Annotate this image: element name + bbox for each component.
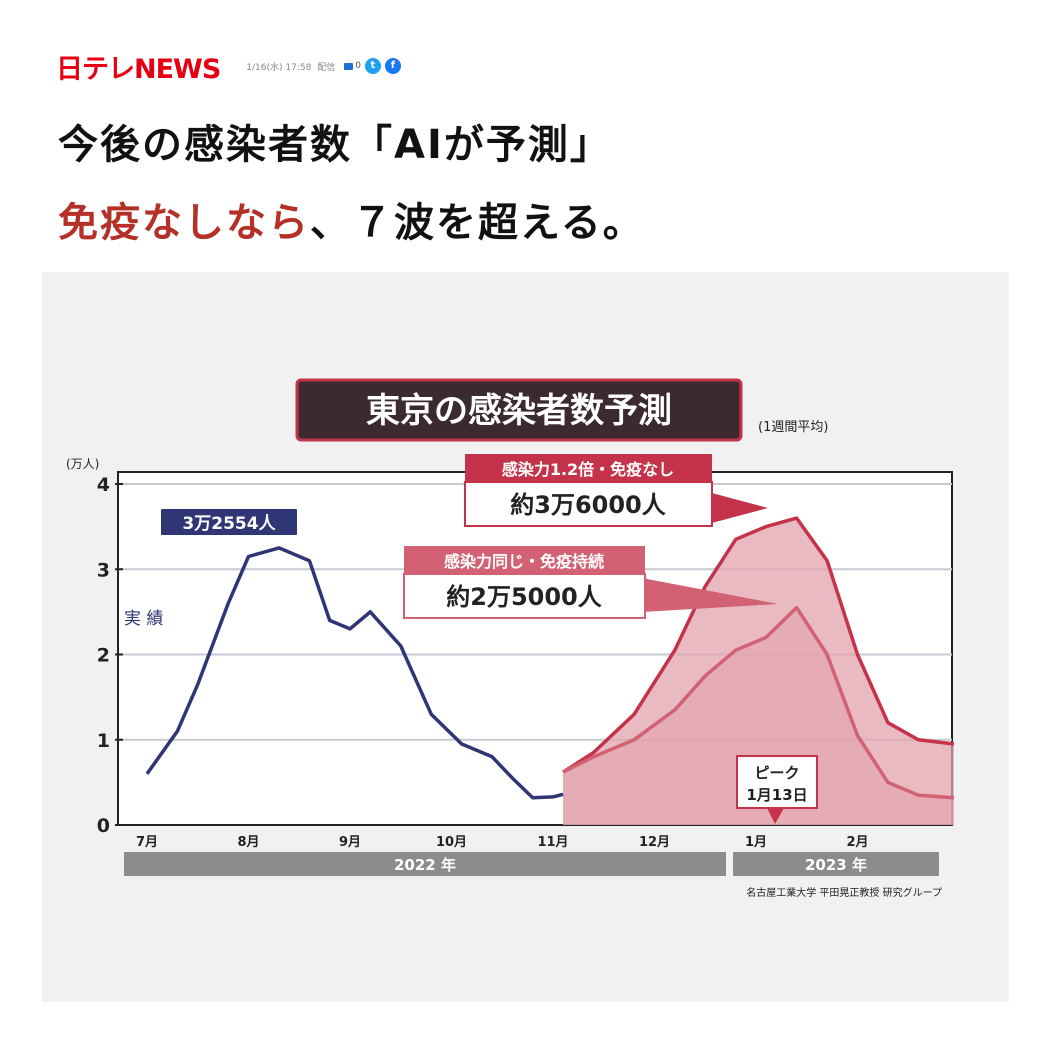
publish-date: 1/16(水) 17:58 bbox=[246, 62, 312, 73]
peak-marker-pointer bbox=[767, 808, 784, 824]
year-band-2022 bbox=[124, 852, 726, 876]
x-tick-label: 1月 bbox=[745, 835, 767, 850]
headline-line-1: 今後の感染者数「AIが予測」 bbox=[58, 122, 612, 168]
series-line-actual bbox=[145, 546, 564, 800]
high-callout-header: 感染力1.2倍・免疫なし bbox=[502, 460, 674, 479]
low-callout-header: 感染力同じ・免疫持続 bbox=[444, 552, 604, 571]
high-callout-value: 約3万6000人 bbox=[510, 491, 666, 519]
actual-series-label: 実 績 bbox=[124, 609, 163, 629]
headline-rest: 、７波を超える。 bbox=[310, 200, 645, 246]
series-line-low bbox=[562, 605, 955, 800]
publish-label: 配信 bbox=[317, 62, 336, 73]
y-tick-label: 2 bbox=[97, 645, 110, 667]
publish-meta: 1/16(水) 17:58 配信 bbox=[246, 60, 338, 73]
high-callout-pointer bbox=[708, 492, 768, 524]
low-callout-value: 約2万5000人 bbox=[446, 583, 602, 611]
forecast-areas bbox=[563, 518, 954, 825]
series-line-high bbox=[562, 516, 955, 774]
x-axis-ticks: 7月 8月 9月 10月 11月 12月 1月 2月 bbox=[136, 835, 869, 850]
low-callout-value-box bbox=[403, 573, 646, 619]
year-band-2023 bbox=[733, 852, 939, 876]
chart-title: 東京の感染者数予測 bbox=[366, 391, 672, 431]
y-tick-label: 3 bbox=[97, 559, 110, 581]
comment-icon bbox=[344, 62, 354, 70]
high-callout-value-box bbox=[464, 481, 713, 527]
series-lines bbox=[145, 516, 955, 800]
comment-count[interactable]: 0 bbox=[344, 61, 361, 71]
headline-highlight: 免疫なしなら bbox=[58, 200, 310, 246]
chart-subtitle: (1週間平均) bbox=[758, 420, 828, 435]
chart-figure: 0 1 2 3 4 7月 8月 9月 10月 11月 12月 1月 2月 (万人) 東京の感染者数予測… bbox=[42, 272, 1009, 1002]
article-header: 日テレNEWS 1/16(水) 17:58 配信 0 t f bbox=[56, 48, 401, 85]
chart-source: 名古屋工業大学 平田晃正教授 研究グループ bbox=[746, 886, 942, 899]
peak-marker-box bbox=[736, 755, 818, 809]
peak-marker-date: 1月13日 bbox=[746, 786, 807, 804]
x-tick-label: 12月 bbox=[639, 835, 670, 850]
high-callout-header-box bbox=[465, 454, 712, 482]
headline-line-2: 免疫なしなら、７波を超える。 bbox=[58, 190, 645, 248]
forecast-low-area bbox=[563, 607, 954, 825]
year-band-2023-label: 2023 年 bbox=[805, 856, 867, 874]
actual-peak-label-box bbox=[159, 507, 299, 537]
x-tick-label: 10月 bbox=[436, 835, 467, 850]
low-callout-pointer bbox=[642, 578, 778, 612]
actual-peak-label: 3万2554人 bbox=[182, 514, 276, 534]
x-tick-label: 11月 bbox=[537, 835, 568, 850]
low-callout-header-box bbox=[404, 546, 645, 574]
facebook-icon[interactable]: f bbox=[384, 58, 401, 74]
y-axis-label: (万人) bbox=[66, 457, 99, 471]
comment-count-value: 0 bbox=[355, 61, 361, 71]
peak-marker-label: ピーク bbox=[754, 764, 799, 782]
site-logo[interactable]: 日テレNEWS bbox=[56, 53, 221, 85]
y-tick-label: 1 bbox=[97, 730, 110, 752]
x-tick-label: 2月 bbox=[846, 835, 868, 850]
y-tick-label: 4 bbox=[97, 474, 110, 496]
year-band-2022-label: 2022 年 bbox=[394, 856, 456, 874]
y-tick-label: 0 bbox=[97, 815, 110, 837]
y-axis-ticks: 0 1 2 3 4 bbox=[97, 474, 123, 837]
x-tick-label: 8月 bbox=[237, 835, 259, 850]
forecast-chart: 0 1 2 3 4 7月 8月 9月 10月 11月 12月 1月 2月 (万人) 東京の感染者数予測… bbox=[66, 378, 955, 899]
twitter-icon[interactable]: t bbox=[364, 58, 381, 74]
x-tick-label: 9月 bbox=[339, 835, 361, 850]
x-tick-label: 7月 bbox=[136, 835, 158, 850]
chart-title-box bbox=[295, 378, 743, 442]
